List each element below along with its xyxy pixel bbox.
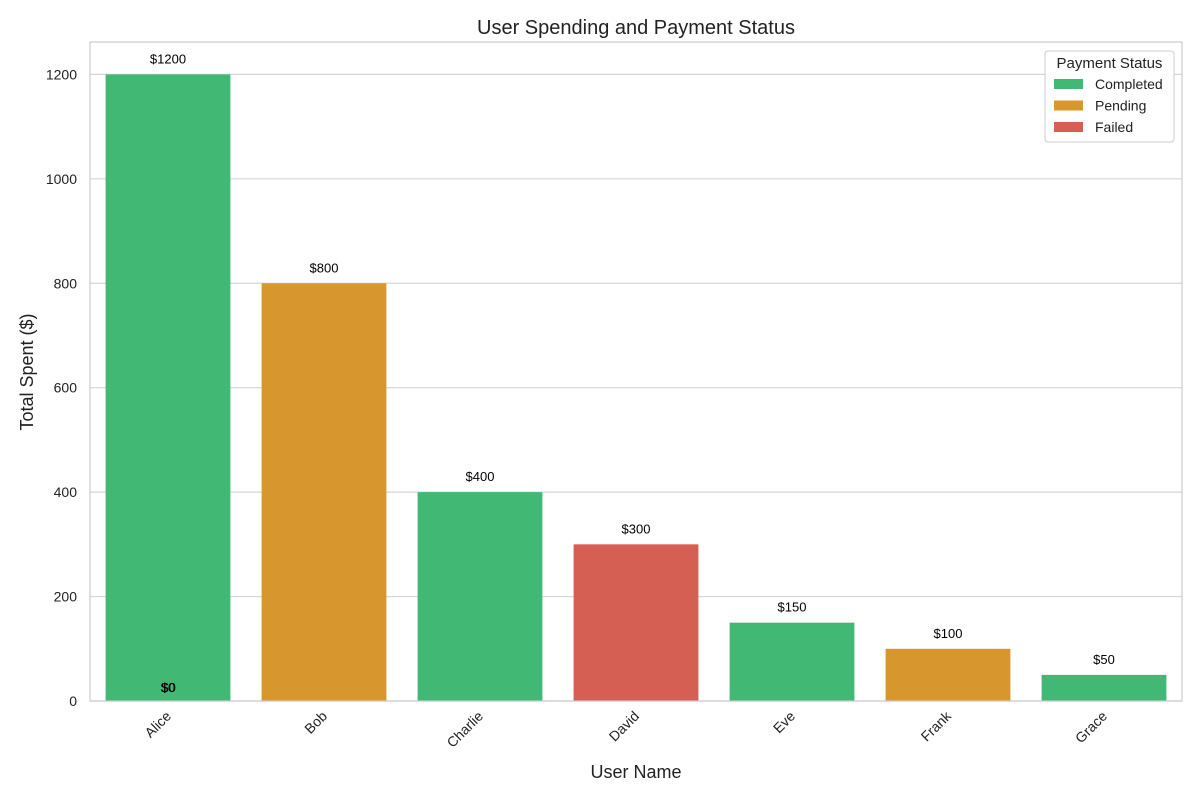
value-label: $400 bbox=[466, 469, 495, 484]
x-axis-label: User Name bbox=[590, 762, 681, 782]
bar-eve bbox=[729, 622, 855, 701]
legend-box bbox=[1044, 50, 1175, 143]
y-tick-label: 0 bbox=[69, 693, 77, 709]
x-tick-label: David bbox=[605, 708, 642, 745]
plot-frame bbox=[89, 41, 1183, 702]
bars bbox=[105, 74, 1167, 701]
value-label: $800 bbox=[310, 260, 339, 275]
zero-value-label: $0 bbox=[161, 680, 175, 695]
bar-charlie bbox=[417, 492, 543, 701]
value-label: $150 bbox=[778, 600, 807, 615]
x-tick-label: Alice bbox=[141, 708, 174, 741]
legend-swatch bbox=[1054, 122, 1083, 132]
y-tick-label: 200 bbox=[54, 589, 78, 605]
y-tick-label: 1200 bbox=[46, 66, 77, 82]
y-tick-label: 1000 bbox=[46, 171, 77, 187]
x-tick-label: Bob bbox=[301, 708, 330, 737]
x-tick-label: Frank bbox=[917, 707, 954, 744]
legend: Payment Status Completed Pending Failed bbox=[1044, 50, 1175, 143]
bar-bob bbox=[261, 283, 387, 701]
bar-david bbox=[573, 544, 699, 701]
legend-label: Failed bbox=[1095, 119, 1133, 135]
value-label: $1200 bbox=[150, 51, 186, 66]
x-tick-label: Eve bbox=[770, 708, 799, 737]
bar-frank bbox=[885, 648, 1011, 701]
zero-value-label: $0 bbox=[161, 680, 175, 695]
y-tick-label: 800 bbox=[54, 275, 78, 291]
bar-alice bbox=[105, 74, 231, 701]
chart-title: User Spending and Payment Status bbox=[477, 17, 795, 39]
y-axis-ticks: 0 200 400 600 800 1000 1200 bbox=[46, 66, 77, 709]
x-tick-label: Charlie bbox=[443, 708, 486, 751]
x-tick-label: Grace bbox=[1072, 708, 1110, 746]
y-tick-label: 400 bbox=[54, 484, 78, 500]
legend-label: Completed bbox=[1095, 76, 1163, 92]
value-label: $300 bbox=[622, 521, 651, 536]
x-axis-ticks: Alice Bob Charlie David Eve Frank Grace bbox=[141, 707, 1110, 750]
legend-swatch bbox=[1054, 79, 1083, 89]
value-label: $100 bbox=[934, 626, 963, 641]
value-labels: $1200$800$400$300$150$100$50$0$0 bbox=[150, 51, 1115, 695]
legend-label: Pending bbox=[1095, 98, 1146, 114]
bar-grace bbox=[1041, 674, 1167, 701]
y-axis-label: Total Spent ($) bbox=[17, 313, 37, 430]
legend-title: Payment Status bbox=[1057, 55, 1163, 72]
y-tick-label: 600 bbox=[54, 380, 78, 396]
value-label: $50 bbox=[1093, 652, 1115, 667]
legend-swatch bbox=[1054, 100, 1083, 111]
